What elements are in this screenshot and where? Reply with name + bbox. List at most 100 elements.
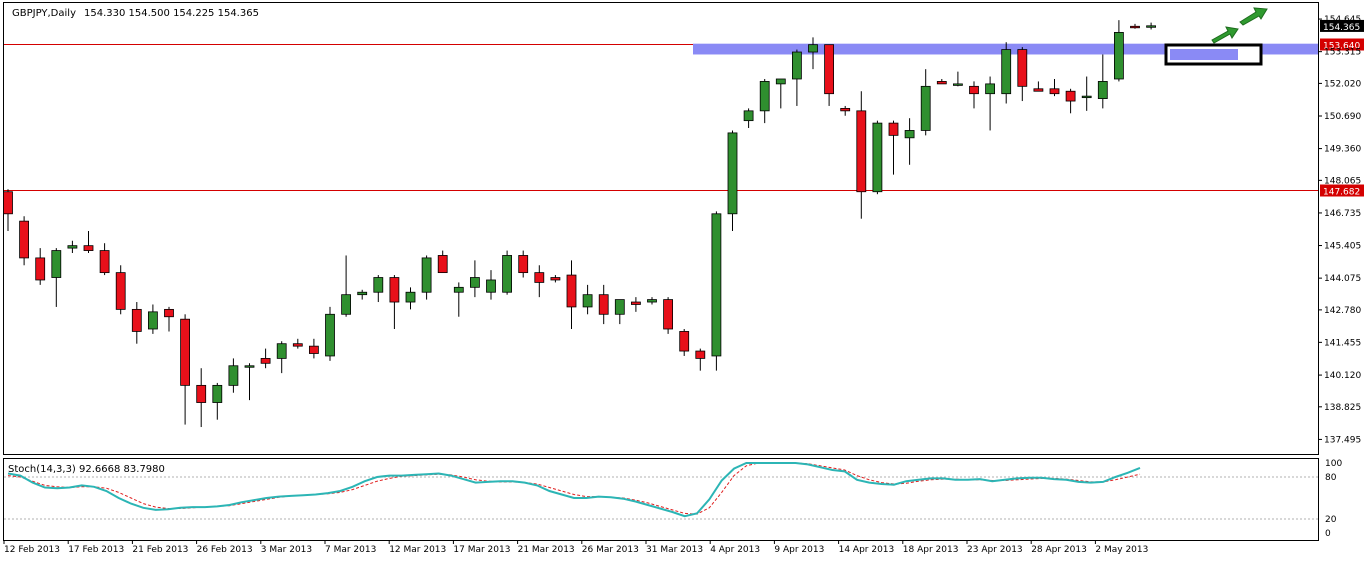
candle: [969, 81, 979, 109]
candle: [486, 270, 496, 300]
candle-body: [808, 44, 818, 53]
candle-body: [792, 51, 802, 80]
stoch-level-label: 80: [1325, 473, 1337, 483]
candle-body: [421, 257, 432, 293]
candle-body: [518, 255, 529, 274]
candle-body: [969, 85, 979, 95]
candle: [792, 49, 802, 106]
candle: [711, 211, 722, 371]
up-arrow-icon: [1211, 7, 1268, 44]
time-label: 28 Apr 2013: [1031, 545, 1087, 555]
candle: [228, 358, 239, 393]
candle: [1017, 47, 1028, 102]
candle-body: [920, 85, 931, 131]
candle-body: [260, 358, 271, 364]
time-label: 2 May 2013: [1095, 545, 1148, 555]
candle: [1033, 81, 1044, 92]
candle-body: [244, 365, 255, 368]
ohlc-header: 154.330 154.500 154.225 154.365: [84, 8, 259, 19]
candles-group: [3, 20, 1156, 428]
price-tick-label: 150.690: [1324, 112, 1361, 122]
candle: [550, 275, 561, 283]
candle-body: [953, 83, 963, 86]
symbol-header: GBPJPY,Daily: [12, 8, 76, 19]
candle-body: [614, 299, 625, 315]
candle: [19, 216, 30, 266]
price-tick-label: 145.405: [1324, 242, 1361, 252]
candle-body: [759, 81, 770, 112]
candle-body: [325, 313, 335, 357]
candle: [196, 368, 207, 428]
target-box-fill: [1170, 49, 1238, 60]
candle: [759, 78, 770, 124]
candle: [3, 189, 13, 231]
candle-body: [1114, 32, 1124, 80]
candle: [1049, 78, 1060, 97]
candle-body: [99, 250, 110, 274]
stoch-level-label: 20: [1325, 515, 1337, 525]
candle: [1114, 20, 1124, 82]
candle-body: [985, 83, 995, 95]
stoch-level-label: 0: [1325, 529, 1331, 539]
price-tick-label: 138.825: [1324, 403, 1361, 413]
candle-body: [67, 245, 78, 249]
stochastic-header: Stoch(14,3,3) 92.6668 83.7980: [8, 464, 165, 475]
candle: [437, 250, 448, 274]
time-axis: 12 Feb 2013 17 Feb 2013 21 Feb 2013 26 Feb …: [3, 540, 1148, 555]
candle: [904, 118, 915, 165]
zone-rect: [693, 43, 1318, 55]
price-tick-label: 152.020: [1324, 79, 1361, 89]
candle: [518, 250, 529, 278]
candle-body: [566, 274, 577, 308]
time-label: 17 Mar 2013: [453, 545, 510, 555]
candle: [647, 297, 657, 305]
candle-body: [1130, 25, 1140, 29]
candle: [35, 248, 46, 285]
candle-body: [711, 213, 722, 357]
candle: [920, 69, 931, 136]
candle: [164, 306, 174, 332]
candle-body: [631, 301, 641, 305]
candle: [1081, 76, 1092, 111]
target-box: [1164, 43, 1263, 66]
candle: [775, 78, 786, 109]
time-label: 21 Mar 2013: [518, 545, 575, 555]
time-label: 26 Mar 2013: [582, 545, 639, 555]
candle-body: [647, 299, 657, 303]
price-panel-frame: [3, 2, 1319, 455]
candle-body: [550, 277, 561, 281]
candle: [985, 76, 995, 131]
time-label: 12 Mar 2013: [389, 545, 446, 555]
candle-body: [341, 294, 352, 315]
price-tick-label: 142.780: [1324, 306, 1361, 316]
candle-body: [775, 78, 786, 85]
candle: [453, 282, 464, 317]
stoch-level-label: 100: [1325, 459, 1342, 469]
candle: [180, 314, 191, 425]
candle: [872, 120, 883, 195]
candle-body: [164, 308, 174, 318]
candle-body: [824, 44, 834, 95]
candle-body: [663, 299, 673, 330]
candle: [1146, 22, 1156, 30]
candle: [953, 71, 963, 87]
candle: [260, 348, 271, 369]
candle: [840, 105, 851, 116]
candle: [743, 108, 754, 129]
level-tag-0: [1320, 38, 1364, 51]
candle: [308, 338, 319, 359]
candle-body: [292, 343, 303, 347]
candle-body: [51, 250, 62, 278]
candle-body: [180, 318, 191, 386]
candle-body: [196, 384, 207, 403]
current-price-label: 154.365: [1323, 23, 1360, 33]
time-label: 23 Apr 2013: [967, 545, 1023, 555]
candle: [341, 255, 352, 317]
price-tick-label: 149.360: [1324, 145, 1361, 155]
candle: [357, 289, 368, 300]
candle-body: [872, 122, 883, 193]
candle-body: [147, 311, 158, 330]
candle-body: [486, 279, 496, 293]
